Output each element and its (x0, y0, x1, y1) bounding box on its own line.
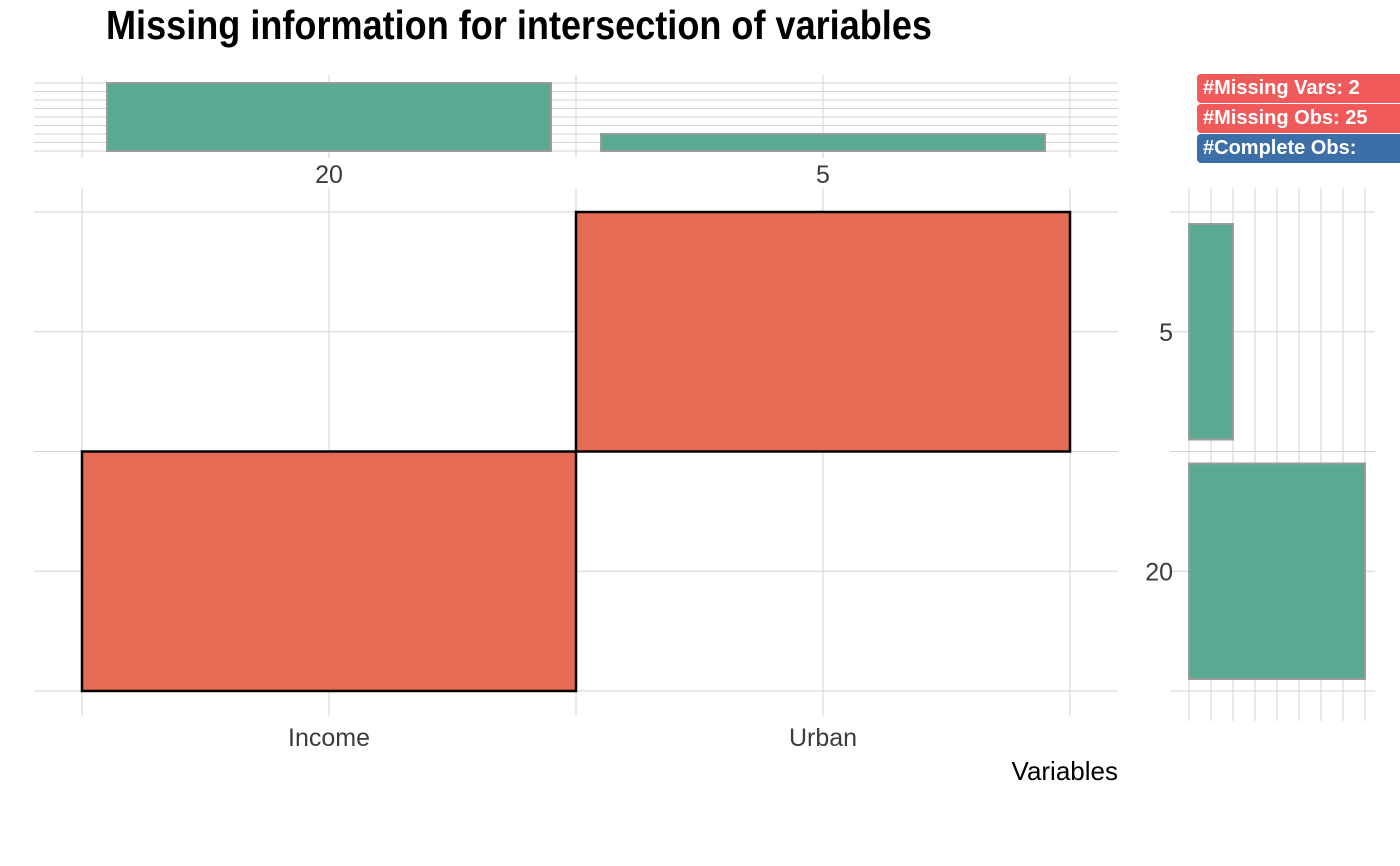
right-count-bar (1188, 223, 1234, 441)
top-count-bar (600, 133, 1046, 152)
x-axis-title: Variables (1012, 756, 1118, 786)
right-count-bar (1188, 462, 1366, 680)
right-bar-label: 5 (1159, 319, 1173, 347)
missing-tile (80, 450, 578, 693)
x-tick-label: Income (288, 724, 370, 752)
top-bar-panel: 20 5 (34, 75, 1118, 189)
right-bar-panel: 5 20 (1145, 188, 1375, 721)
top-bar-label: 5 (816, 161, 830, 189)
missing-tile (574, 210, 1072, 453)
top-bar-label: 20 (315, 161, 343, 189)
right-bar-label: 20 (1145, 558, 1173, 586)
top-count-bar (106, 82, 552, 152)
chart-title: Missing information for intersection of … (106, 2, 932, 48)
heatmap-panel: Income Urban Variables (34, 188, 1118, 786)
x-tick-label: Urban (789, 724, 857, 752)
